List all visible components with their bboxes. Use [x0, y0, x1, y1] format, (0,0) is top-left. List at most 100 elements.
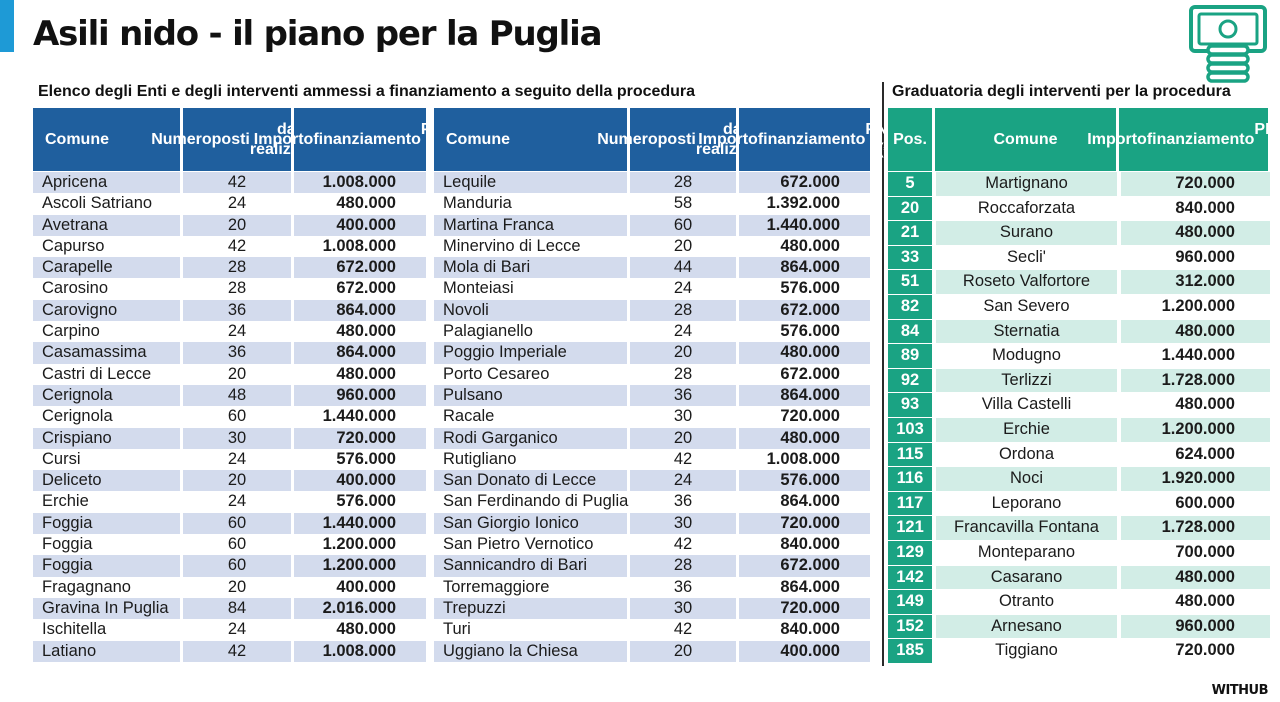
cell-importo: 720.000: [1121, 172, 1270, 196]
cell-comune: Cursi: [42, 449, 81, 468]
cell-posti: 30: [183, 427, 291, 449]
cell-importo: 1.392.000: [766, 194, 840, 213]
cell-pos: 21: [888, 221, 932, 245]
cell-comune: San Ferdinando di Puglia: [443, 492, 629, 511]
table-row: Ascoli Satriano 24 480.000: [33, 193, 429, 214]
cell-comune: Villa Castelli: [981, 395, 1072, 414]
cell-importo: 700.000: [1175, 542, 1235, 561]
cell-posti: 60: [227, 535, 247, 554]
table-row: 82 San Severo 1.200.000: [888, 294, 1274, 319]
cell-posti: 60: [227, 407, 247, 426]
cell-comune: Manduria: [443, 194, 512, 213]
cell-posti: 20: [630, 342, 736, 364]
table-row: 103 Erchie 1.200.000: [888, 417, 1274, 442]
cell-posti: 20: [630, 427, 736, 449]
cell-pos: 93: [888, 393, 932, 417]
cell-posti: 28: [630, 172, 736, 194]
cell-importo: 312.000: [1121, 270, 1270, 294]
table-row: 115 Ordona 624.000: [888, 442, 1274, 467]
table-row: Castri di Lecce 20 480.000: [33, 364, 429, 385]
cell-posti: 42: [227, 236, 247, 255]
cell-comune: Martignano: [936, 172, 1117, 196]
cell-pos: 185: [888, 639, 932, 663]
table-row: Manduria 58 1.392.000: [434, 193, 873, 214]
cell-pos: 117: [888, 491, 932, 516]
cell-importo: 480.000: [739, 342, 870, 364]
cell-importo: 400.000: [336, 577, 396, 596]
cell-pos: 33: [888, 245, 932, 270]
table-row: Sannicandro di Bari 28 672.000: [434, 555, 873, 577]
cell-comune: Sannicandro di Bari: [434, 555, 627, 577]
cell-importo: 1.200.000: [294, 555, 426, 577]
header-comune: Comune: [434, 108, 627, 171]
table-body: Lequile 28 672.000 Manduria 58 1.392.000 Marti…: [434, 172, 873, 662]
cell-importo: 480.000: [1121, 221, 1270, 245]
table-row: Deliceto 20 400.000: [33, 470, 429, 492]
cell-comune: Avetrana: [33, 214, 180, 236]
cell-comune: Rutigliano: [443, 449, 517, 468]
cell-posti: 30: [673, 407, 693, 426]
table-row: Apricena 42 1.008.000: [33, 172, 429, 194]
table-row: 20 Roccaforzata 840.000: [888, 196, 1274, 221]
cell-importo: 480.000: [336, 322, 396, 341]
cell-importo: 864.000: [739, 257, 870, 279]
funding-table-part-1: Comune Numero posti da realizzare Importo f…: [33, 108, 466, 662]
cell-comune: Foggia: [33, 555, 180, 577]
cell-importo: 480.000: [1121, 319, 1270, 344]
cell-pos: 5: [888, 172, 932, 196]
cell-comune: Porto Cesareo: [443, 364, 550, 383]
table-row: 21 Surano 480.000: [888, 221, 1274, 245]
page-title: Asili nido - il piano per la Puglia: [33, 14, 603, 54]
cell-posti: 44: [630, 257, 736, 279]
table-row: 149 Otranto 480.000: [888, 590, 1274, 614]
cell-posti: 28: [673, 364, 693, 383]
table-row: Pulsano 36 864.000: [434, 384, 873, 407]
table-row: Avetrana 20 400.000: [33, 214, 429, 236]
cell-posti: 36: [183, 299, 291, 322]
cell-comune: Roseto Valfortore: [936, 270, 1117, 294]
cell-comune: Torremaggiore: [443, 577, 550, 596]
cell-importo: 720.000: [739, 597, 870, 620]
table-row: Cursi 24 576.000: [33, 449, 429, 470]
cell-importo: 1.008.000: [294, 640, 426, 662]
cell-posti: 24: [227, 492, 247, 511]
table-header: Comune Numero posti da realizzare Importo f…: [434, 108, 911, 171]
cell-comune: San Donato di Lecce: [434, 470, 627, 492]
cell-comune: Mola di Bari: [434, 257, 627, 279]
table-header: Pos. Comune ImportofinanziamentoPNRR (€): [888, 108, 1280, 171]
table-row: Martina Franca 60 1.440.000: [434, 214, 873, 236]
cell-comune: Foggia: [33, 512, 180, 535]
cell-comune: Foggia: [42, 535, 93, 554]
table-row: Novoli 28 672.000: [434, 299, 873, 322]
cell-posti: 42: [183, 640, 291, 662]
table-body: 5 Martignano 720.000 20 Roccaforzata 840.000 2…: [888, 172, 1274, 663]
table-row: 152 Arnesano 960.000: [888, 614, 1274, 639]
cell-importo: 2.016.000: [294, 597, 426, 620]
cell-comune: Casamassima: [33, 342, 180, 364]
cell-posti: 42: [673, 535, 693, 554]
cell-posti: 58: [673, 194, 693, 213]
brand-logo: WITHUB: [1211, 683, 1269, 698]
cell-importo: 480.000: [780, 236, 840, 255]
cell-comune: Arnesano: [936, 614, 1117, 639]
cell-comune: Tiggiano: [995, 641, 1058, 660]
cell-posti: 60: [183, 555, 291, 577]
cell-pos: 116: [888, 467, 932, 491]
table-row: Palagianello 24 576.000: [434, 321, 873, 342]
table-row: Casamassima 36 864.000: [33, 342, 429, 364]
table-row: Cerignola 60 1.440.000: [33, 406, 429, 427]
cell-importo: 864.000: [780, 492, 840, 511]
cell-importo: 720.000: [739, 512, 870, 535]
cell-pos: 51: [888, 270, 932, 294]
cell-posti: 20: [227, 577, 247, 596]
money-stack-icon: [1189, 5, 1267, 83]
cell-comune: Surano: [936, 221, 1117, 245]
cell-importo: 480.000: [1175, 592, 1235, 611]
table-row: Uggiano la Chiesa 20 400.000: [434, 640, 873, 662]
cell-importo: 480.000: [336, 194, 396, 213]
cell-comune: Cerignola: [42, 407, 113, 426]
table-row: 84 Sternatia 480.000: [888, 319, 1274, 344]
table-row: San Pietro Vernotico 42 840.000: [434, 534, 873, 555]
table-row: Crispiano 30 720.000: [33, 427, 429, 449]
cell-posti: 28: [630, 555, 736, 577]
